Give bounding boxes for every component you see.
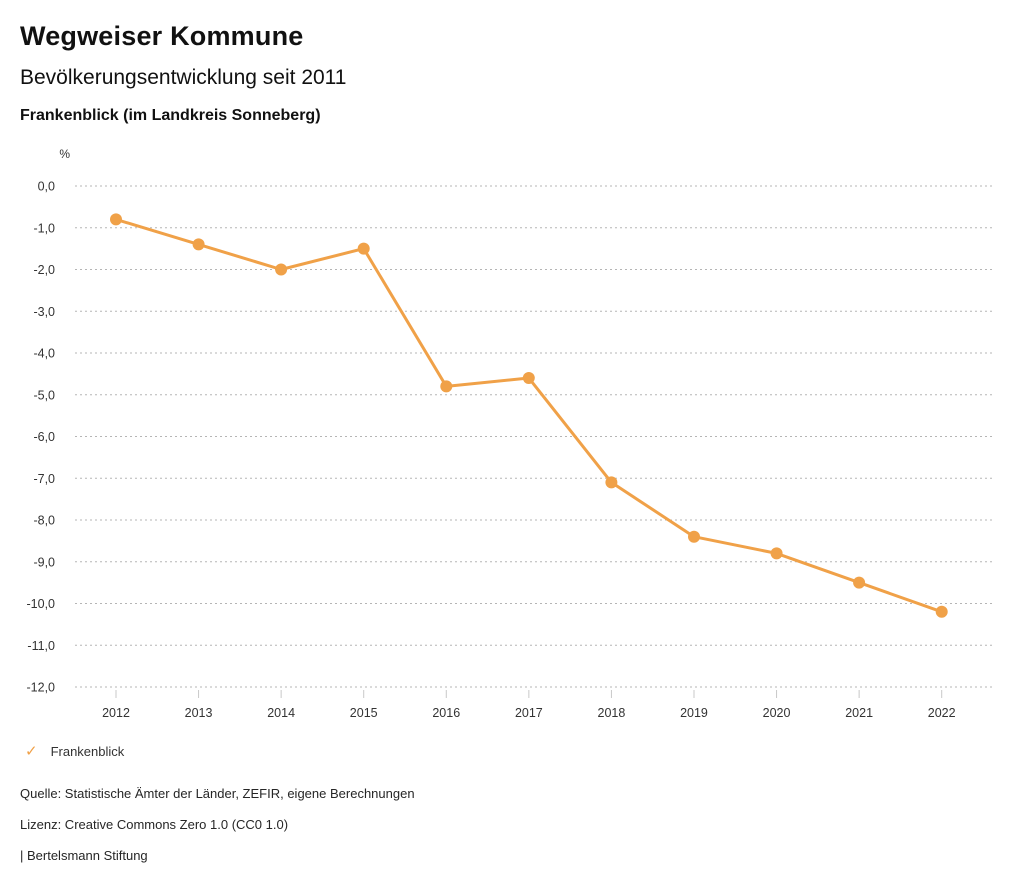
y-tick-label: -7,0 <box>33 472 55 486</box>
x-tick-label: 2012 <box>102 706 130 720</box>
data-point-2018[interactable] <box>605 476 618 489</box>
data-point-2020[interactable] <box>770 547 783 560</box>
y-tick-label: -2,0 <box>33 263 55 277</box>
y-tick-label: -6,0 <box>33 430 55 444</box>
x-tick-label: 2018 <box>598 706 626 720</box>
license-text: Lizenz: Creative Commons Zero 1.0 (CC0 1… <box>20 817 289 832</box>
x-tick-label: 2013 <box>185 706 213 720</box>
y-tick-label: -8,0 <box>33 514 55 528</box>
chart-title: Bevölkerungsentwicklung seit 2011 <box>20 66 347 89</box>
y-tick-label: -3,0 <box>33 305 55 319</box>
y-tick-label: 0,0 <box>38 180 55 194</box>
y-tick-label: -5,0 <box>33 388 55 402</box>
y-tick-label: -11,0 <box>27 639 55 653</box>
page-title: Wegweiser Kommune <box>20 21 304 51</box>
data-point-2013[interactable] <box>192 238 205 251</box>
population-development-line-chart: 0,0 -1,0 -2,0 -3,0 -4,0 -5,0 -6,0 -7,0 -8,0 -9,0 -… <box>27 180 994 720</box>
data-point-2022[interactable] <box>935 605 948 618</box>
x-tick-label: 2017 <box>515 706 543 720</box>
y-tick-label: -1,0 <box>33 221 55 235</box>
x-tick-label: 2022 <box>928 706 956 720</box>
data-line-frankenblick <box>114 217 944 614</box>
y-axis-unit-label: % <box>59 147 70 161</box>
y-tick-label: -4,0 <box>33 347 55 361</box>
data-point-2012[interactable] <box>110 213 122 226</box>
x-tick-label: 2016 <box>432 706 460 720</box>
x-tick-label: 2015 <box>350 706 378 720</box>
data-point-2017[interactable] <box>522 372 535 384</box>
line-chart: 0,0 -1,0 -2,0 -3,0 -4,0 -5,0 -6,0 -7,0 -8,0 -9,0 -… <box>0 140 1024 730</box>
y-tick-label: -10,0 <box>27 597 56 611</box>
x-tick-label: 2014 <box>267 706 295 720</box>
data-point-2019[interactable] <box>688 530 700 543</box>
data-point-2015[interactable] <box>357 242 370 255</box>
y-tick-label: -12,0 <box>27 681 56 695</box>
legend-item-frankenblick[interactable]: ✓ Frankenblick <box>25 744 124 759</box>
data-point-2014[interactable] <box>275 263 288 276</box>
x-tick-label: 2020 <box>763 706 791 720</box>
attribution-text: | Bertelsmann Stiftung <box>20 848 148 863</box>
x-tick-label: 2021 <box>845 706 873 720</box>
x-tick-label: 2019 <box>680 706 708 720</box>
data-point-2021[interactable] <box>853 576 866 589</box>
data-point-2016[interactable] <box>440 380 453 393</box>
legend-label: Frankenblick <box>50 744 125 759</box>
source-text: Quelle: Statistische Ämter der Länder, Z… <box>20 786 415 801</box>
y-tick-label: -9,0 <box>33 555 55 569</box>
region-subtitle: Frankenblick (im Landkreis Sonneberg) <box>20 107 321 124</box>
check-icon: ✓ <box>25 743 38 760</box>
